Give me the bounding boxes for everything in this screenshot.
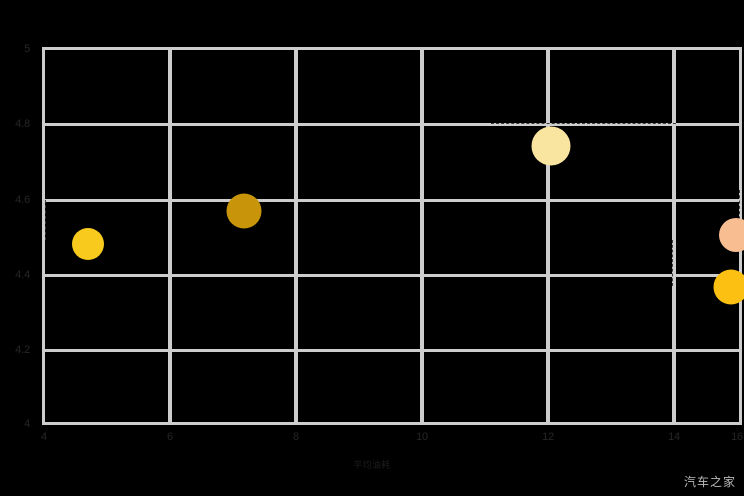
gridline-vertical <box>294 50 298 422</box>
x-tick-label: 6 <box>167 431 173 443</box>
x-axis-title: 平均油耗 <box>353 460 391 470</box>
y-tick-label: 4.8 <box>15 118 30 130</box>
x-tick-label: 10 <box>416 431 428 443</box>
data-point[interactable] <box>719 218 744 252</box>
annotation-line-edge <box>739 190 740 230</box>
watermark: 汽车之家 <box>683 475 736 489</box>
gridline-horizontal <box>45 199 739 202</box>
data-point[interactable] <box>72 228 104 260</box>
annotation-label-vertical <box>548 110 555 116</box>
annotation-line-left <box>45 200 46 240</box>
data-point[interactable] <box>713 269 744 305</box>
gridline-horizontal <box>45 123 739 126</box>
y-tick-label: 4 <box>24 418 30 430</box>
x-tick-label: 8 <box>293 431 299 443</box>
y-tick-label: 4.2 <box>15 344 30 356</box>
x-tick-label: 14 <box>668 431 680 443</box>
data-point[interactable] <box>226 193 262 229</box>
y-tick-label: 4.4 <box>15 269 30 281</box>
plot-area <box>42 47 744 425</box>
gridline-vertical <box>546 50 550 422</box>
y-tick-label: 5 <box>24 43 30 55</box>
gridline-horizontal <box>45 274 739 277</box>
annotation-line-horizontal <box>491 123 676 124</box>
annotation-line-vertical <box>672 240 673 286</box>
gridline-vertical <box>420 50 424 422</box>
gridline-horizontal <box>45 349 739 352</box>
y-tick-label: 4.6 <box>15 194 30 206</box>
data-point[interactable] <box>531 126 571 166</box>
x-tick-label: 16 <box>731 431 743 443</box>
x-tick-label: 4 <box>41 431 47 443</box>
gridline-vertical <box>672 50 676 422</box>
annotation-label-left <box>38 202 45 208</box>
x-tick-label: 12 <box>542 431 554 443</box>
annotation-label-right <box>663 246 670 252</box>
gridline-vertical <box>168 50 172 422</box>
